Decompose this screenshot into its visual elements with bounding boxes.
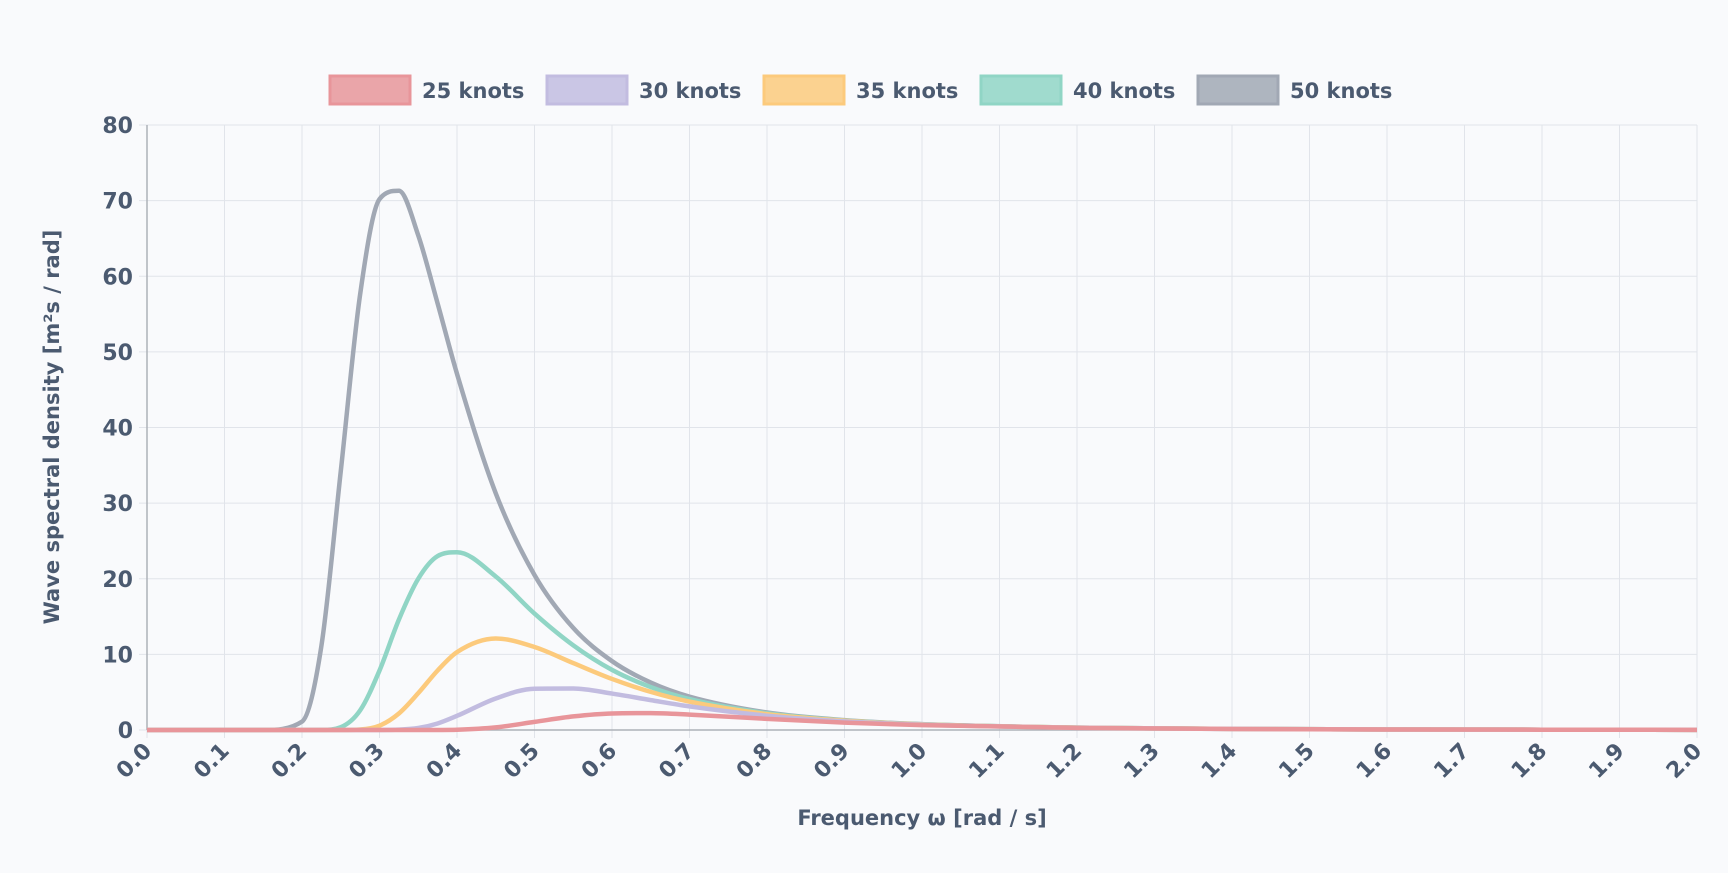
legend-label: 30 knots: [639, 79, 741, 103]
legend-swatch: [1196, 74, 1280, 106]
y-tick-label: 20: [102, 568, 133, 593]
x-tick-label: 1.2: [1042, 739, 1087, 784]
x-tick-label: 1.8: [1507, 739, 1552, 784]
y-tick-label: 50: [102, 341, 133, 366]
x-tick-label: 1.9: [1584, 739, 1629, 784]
x-tick-label: 2.0: [1662, 739, 1707, 784]
x-tick-label: 0.6: [577, 739, 622, 784]
legend-label: 40 knots: [1073, 79, 1175, 103]
y-tick-label: 40: [102, 417, 133, 442]
y-axis-title: Wave spectral density [m²s / rad]: [40, 230, 64, 625]
legend-label: 25 knots: [422, 79, 524, 103]
x-tick-label: 1.3: [1119, 739, 1164, 784]
x-tick-label: 0.7: [654, 739, 699, 784]
legend-swatch: [545, 74, 629, 106]
x-tick-label: 1.0: [887, 739, 932, 784]
legend-swatch: [762, 74, 846, 106]
x-tick-label: 1.6: [1352, 739, 1397, 784]
legend-item[interactable]: 50 knots: [1196, 74, 1392, 106]
y-tick-label: 10: [102, 643, 133, 668]
y-tick-label: 70: [102, 190, 133, 215]
x-tick-label: 1.4: [1197, 739, 1242, 784]
series-line-25-knots: [147, 710, 1698, 733]
y-tick-label: 0: [118, 719, 133, 744]
x-tick-label: 0.2: [267, 739, 312, 784]
x-tick-label: 1.1: [964, 739, 1009, 784]
legend-item[interactable]: 40 knots: [979, 74, 1175, 106]
legend-item[interactable]: 30 knots: [545, 74, 741, 106]
x-tick-label: 0.1: [189, 739, 234, 784]
y-tick-label: 30: [102, 492, 133, 517]
x-tick-label: 0.3: [344, 739, 389, 784]
legend: 25 knots 30 knots 35 knots 40 knots 50 knots: [328, 74, 1392, 106]
x-tick-label: 0.0: [112, 739, 157, 784]
y-tick-label: 80: [102, 114, 133, 139]
legend-label: 50 knots: [1290, 79, 1392, 103]
legend-item[interactable]: 35 knots: [762, 74, 958, 106]
legend-swatch: [979, 74, 1063, 106]
x-tick-label: 0.8: [732, 739, 777, 784]
x-tick-label: 0.5: [499, 739, 544, 784]
y-tick-label: 60: [102, 265, 133, 290]
series-lines: [147, 188, 1698, 733]
legend-swatch: [328, 74, 412, 106]
x-tick-label: 0.4: [422, 739, 467, 784]
x-axis-title: Frequency ω [rad / s]: [797, 806, 1046, 830]
x-tick-label: 0.9: [809, 739, 854, 784]
x-tick-label: 1.7: [1429, 739, 1474, 784]
x-tick-label: 1.5: [1274, 739, 1319, 784]
legend-item[interactable]: 25 knots: [328, 74, 524, 106]
legend-label: 35 knots: [856, 79, 958, 103]
